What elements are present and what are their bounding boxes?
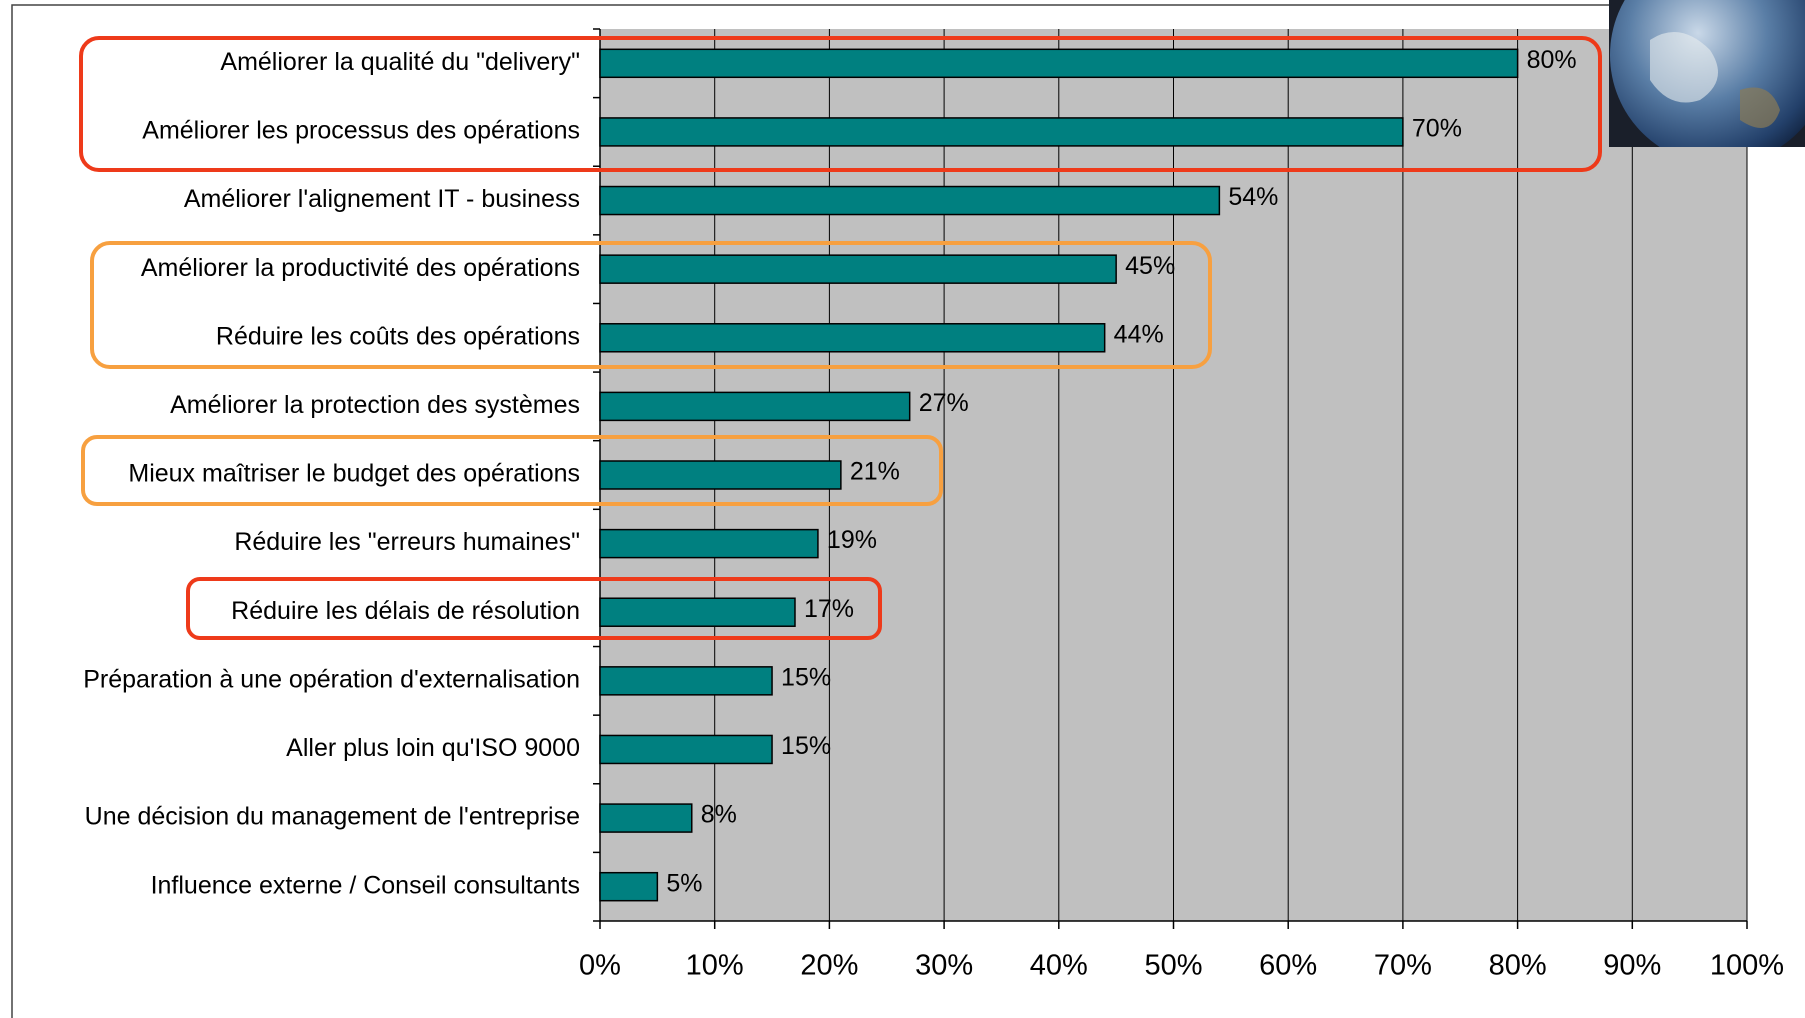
y-tick-label: Mieux maîtriser le budget des opérations bbox=[128, 460, 580, 488]
highlight-box bbox=[90, 241, 1212, 369]
bar bbox=[599, 117, 1404, 147]
y-tick-label: Réduire les délais de résolution bbox=[231, 597, 580, 625]
value-label: 70% bbox=[1412, 115, 1462, 143]
bar bbox=[599, 666, 773, 696]
highlight-box bbox=[81, 435, 943, 506]
bar bbox=[599, 871, 659, 902]
value-label: 8% bbox=[701, 801, 737, 829]
y-tick-label: Améliorer la qualité du "delivery" bbox=[220, 48, 580, 76]
value-label: 80% bbox=[1527, 46, 1577, 74]
y-tick-label: Améliorer les processus des opérations bbox=[142, 117, 580, 145]
x-tick-label: 50% bbox=[1144, 950, 1202, 982]
bar bbox=[599, 460, 842, 490]
x-tick-label: 100% bbox=[1710, 950, 1784, 982]
y-tick-label: Réduire les "erreurs humaines" bbox=[234, 528, 580, 556]
y-tick-label: Une décision du management de l'entrepri… bbox=[85, 803, 580, 831]
x-tick-label: 80% bbox=[1489, 950, 1547, 982]
y-tick-label: Améliorer la protection des systèmes bbox=[170, 391, 580, 419]
bar bbox=[599, 323, 1106, 353]
bar bbox=[599, 254, 1117, 284]
bar bbox=[599, 597, 796, 627]
bar bbox=[599, 391, 911, 422]
value-label: 17% bbox=[804, 595, 854, 623]
y-tick-label: Aller plus loin qu'ISO 9000 bbox=[286, 734, 580, 762]
value-label: 15% bbox=[781, 663, 831, 691]
bar bbox=[599, 734, 773, 765]
bar bbox=[599, 803, 693, 833]
value-label: 19% bbox=[827, 526, 877, 554]
x-tick-label: 0% bbox=[579, 950, 621, 982]
y-tick-label: Préparation à une opération d'externalis… bbox=[83, 665, 580, 693]
frame bbox=[11, 4, 1805, 1018]
x-tick-label: 70% bbox=[1374, 950, 1432, 982]
value-label: 44% bbox=[1114, 320, 1164, 348]
value-label: 45% bbox=[1125, 252, 1175, 280]
value-label: 27% bbox=[919, 389, 969, 417]
y-tick-label: Influence externe / Conseil consultants bbox=[151, 871, 580, 899]
value-label: 15% bbox=[781, 732, 831, 760]
y-tick-label: Améliorer la productivité des opérations bbox=[141, 254, 580, 282]
x-tick-label: 20% bbox=[800, 950, 858, 982]
x-tick-label: 90% bbox=[1603, 950, 1661, 982]
x-tick-label: 10% bbox=[686, 950, 744, 982]
x-tick-label: 40% bbox=[1030, 950, 1088, 982]
value-label: 54% bbox=[1228, 183, 1278, 211]
y-tick-label: Améliorer l'alignement IT - business bbox=[184, 185, 580, 213]
x-tick-label: 30% bbox=[915, 950, 973, 982]
bar bbox=[599, 185, 1221, 216]
bar bbox=[599, 48, 1519, 79]
value-label: 5% bbox=[666, 869, 702, 897]
earth-image bbox=[1609, 0, 1805, 147]
highlight-box bbox=[79, 36, 1602, 172]
y-tick-label: Réduire les coûts des opérations bbox=[216, 322, 580, 350]
bar bbox=[599, 528, 819, 559]
value-label: 21% bbox=[850, 458, 900, 486]
highlight-box bbox=[186, 577, 882, 640]
x-tick-label: 60% bbox=[1259, 950, 1317, 982]
